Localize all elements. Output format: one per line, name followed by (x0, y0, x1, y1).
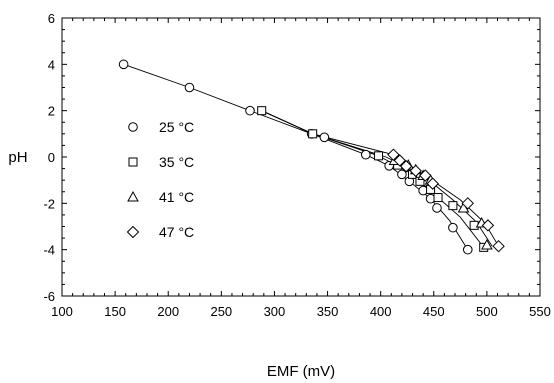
x-tick-label: 400 (370, 304, 392, 319)
data-point-square (374, 151, 384, 161)
x-tick-label: 300 (264, 304, 286, 319)
x-tick-label: 150 (104, 304, 126, 319)
legend-marker-diamond (126, 225, 140, 239)
x-axis-label: EMF (mV) (267, 363, 335, 380)
y-tick-label: 6 (48, 11, 55, 26)
y-tick-label: 0 (48, 150, 55, 165)
data-point-circle (319, 132, 330, 143)
y-tick-label: -4 (43, 243, 55, 258)
data-point-triangle (481, 239, 493, 250)
data-point-circle (448, 222, 458, 233)
data-point-diamond (481, 219, 495, 232)
fit-curve (261, 110, 493, 247)
y-tick-label: -2 (43, 196, 55, 211)
data-point-diamond (419, 169, 432, 182)
data-point-square (308, 129, 318, 139)
data-point-diamond (461, 197, 474, 210)
axis-ticks: 100 150 200 250 300 350 400 450 500 550 -6 -4 -2 0 2 4 6 (43, 11, 550, 319)
x-tick-label: 200 (157, 304, 179, 319)
legend-marker-triangle (127, 190, 139, 202)
data-point-square (448, 201, 458, 211)
legend-label: 35 °C (159, 154, 194, 170)
data-point-diamond (393, 154, 406, 167)
data-point-circle (245, 105, 255, 116)
data-point-diamond (426, 177, 439, 190)
x-tick-label: 250 (210, 304, 232, 319)
data-point-square (433, 193, 443, 203)
data-point-circle (118, 59, 129, 70)
y-tick-label: 4 (48, 57, 55, 72)
data-point-circle (462, 244, 473, 255)
data-point-circle (432, 203, 442, 213)
y-tick-label: 2 (48, 104, 55, 119)
y-axis-label: pH (8, 149, 27, 166)
x-tick-label: 350 (317, 304, 339, 319)
data-point-circle (397, 169, 407, 180)
legend-label: 25 °C (159, 119, 194, 135)
x-tick-label: 550 (529, 304, 551, 319)
data-point-diamond (409, 164, 422, 178)
data-markers (118, 59, 505, 255)
data-point-diamond (399, 160, 413, 173)
data-point-diamond (492, 239, 505, 253)
legend-marker-circle (128, 122, 138, 132)
x-tick-label: 500 (476, 304, 498, 319)
fit-curve (261, 110, 499, 247)
x-tick-label: 100 (51, 304, 73, 319)
legend-marker-square (128, 157, 138, 167)
data-point-circle (360, 149, 371, 160)
data-point-diamond (387, 148, 400, 161)
legend: 25 °C 35 °C 41 °C 47 °C (126, 119, 194, 240)
data-point-square (257, 106, 267, 116)
data-point-circle (184, 82, 195, 93)
legend-label: 41 °C (159, 189, 194, 205)
x-tick-label: 450 (423, 304, 445, 319)
legend-label: 47 °C (159, 224, 194, 240)
y-tick-label: -6 (43, 289, 55, 304)
